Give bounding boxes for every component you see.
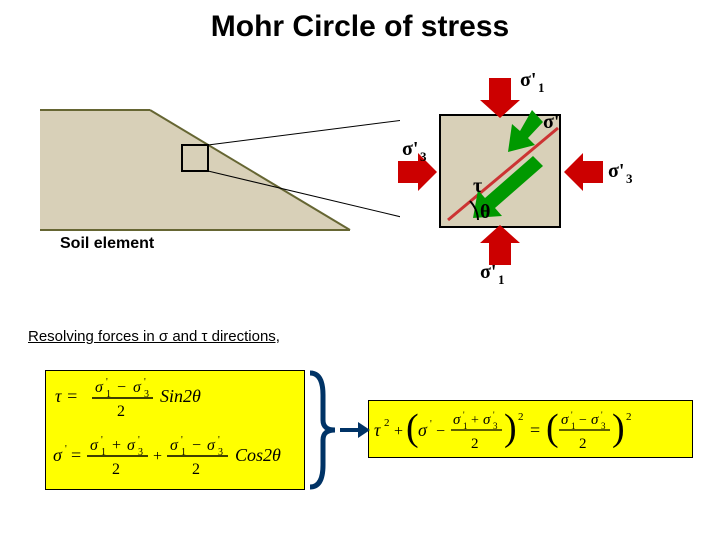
svg-text:+: +: [471, 413, 479, 428]
svg-text:θ: θ: [480, 201, 490, 223]
svg-text:σ: σ: [483, 412, 491, 428]
svg-text:σ': σ': [543, 111, 559, 133]
svg-text:2: 2: [518, 411, 524, 423]
svg-text:': ': [181, 435, 183, 446]
svg-text:': ': [101, 435, 103, 446]
svg-text:σ: σ: [207, 437, 216, 454]
equation-group-2: τ 2 + ( σ ' − σ ' 1 + σ ' 3 2 ) 2 = ( σ …: [368, 400, 693, 458]
svg-text:1: 1: [538, 80, 545, 95]
svg-text:+: +: [153, 448, 162, 465]
svg-text:=: =: [530, 420, 540, 440]
svg-text:σ: σ: [170, 437, 179, 454]
svg-text:−: −: [117, 379, 126, 396]
svg-text:σ: σ: [133, 379, 142, 396]
resolve-forces-label: Resolving forces in σ and τ directions,: [28, 328, 280, 345]
svg-text:=: =: [71, 445, 81, 465]
stress-element-diagram: σ' 1 σ' 3 σ' 3 σ' 1 σ' τ θ: [360, 60, 700, 310]
svg-text:τ =: τ =: [55, 386, 78, 406]
arrow-to-eq2-icon: [336, 398, 372, 462]
svg-text:(: (: [546, 407, 559, 449]
svg-text:−: −: [579, 413, 587, 428]
svg-text:σ: σ: [453, 412, 461, 428]
svg-text:': ': [463, 410, 465, 420]
svg-text:': ': [493, 410, 495, 420]
svg-text:2: 2: [579, 436, 587, 452]
slope-diagram: [40, 60, 400, 260]
svg-text:1: 1: [498, 272, 505, 287]
page-title: Mohr Circle of stress: [0, 10, 720, 44]
svg-text:': ': [65, 444, 67, 455]
svg-text:σ: σ: [95, 379, 104, 396]
svg-text:σ: σ: [591, 412, 599, 428]
svg-text:': ': [106, 377, 108, 388]
svg-text:): ): [504, 407, 517, 449]
svg-text:+: +: [112, 437, 121, 454]
svg-text:3: 3: [420, 149, 427, 164]
svg-text:σ: σ: [90, 437, 99, 454]
svg-text:2: 2: [626, 411, 632, 423]
svg-text:σ': σ': [608, 160, 624, 182]
svg-text:σ: σ: [561, 412, 569, 428]
svg-text:2: 2: [471, 436, 479, 452]
svg-text:σ': σ': [402, 138, 418, 160]
svg-text:2: 2: [117, 403, 125, 420]
svg-text:': ': [571, 410, 573, 420]
svg-text:': ': [430, 419, 432, 430]
svg-text:+: +: [394, 423, 403, 440]
svg-text:3: 3: [626, 171, 633, 186]
svg-text:σ: σ: [127, 437, 136, 454]
svg-text:2: 2: [112, 461, 120, 478]
svg-text:σ: σ: [418, 420, 428, 440]
equation-group-1: τ = σ ' 1 − σ ' 3 2 Sin2θ σ ' = σ ' 1 + …: [45, 370, 305, 490]
svg-text:σ: σ: [53, 445, 63, 465]
svg-text:': ': [218, 435, 220, 446]
svg-text:): ): [612, 407, 625, 449]
svg-text:−: −: [192, 437, 201, 454]
svg-text:Sin2θ: Sin2θ: [160, 386, 201, 406]
svg-text:−: −: [436, 423, 445, 440]
svg-text:Cos2θ: Cos2θ: [235, 445, 281, 465]
svg-text:': ': [144, 377, 146, 388]
svg-text:τ: τ: [473, 175, 482, 197]
svg-text:2: 2: [384, 417, 390, 429]
svg-text:(: (: [406, 407, 419, 449]
svg-text:': ': [138, 435, 140, 446]
svg-text:2: 2: [192, 461, 200, 478]
svg-text:σ': σ': [480, 261, 496, 283]
svg-text:σ': σ': [520, 69, 536, 91]
svg-text:': ': [601, 410, 603, 420]
soil-element-label: Soil element: [60, 235, 154, 253]
svg-text:τ: τ: [374, 420, 381, 440]
